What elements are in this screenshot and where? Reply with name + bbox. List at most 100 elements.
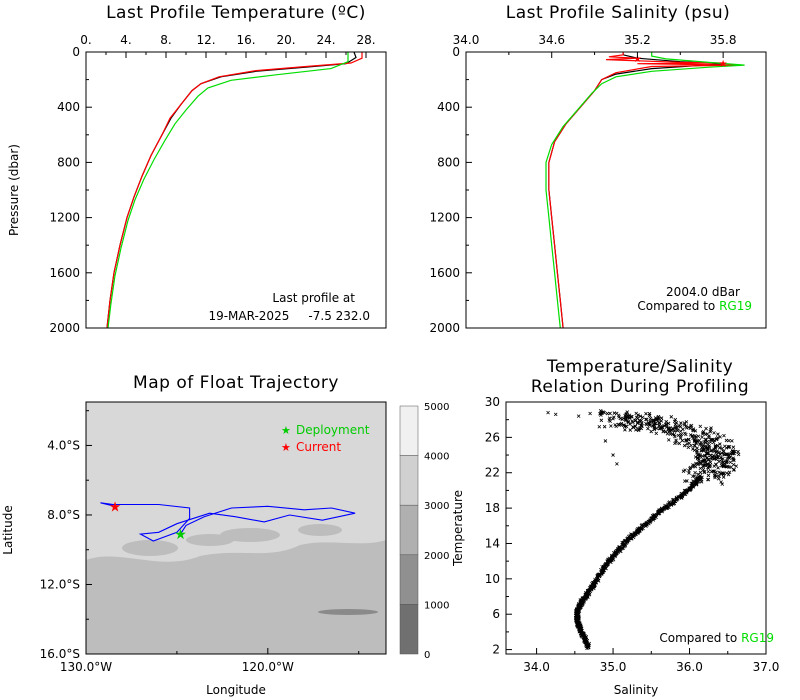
ts-scatter-point [732, 458, 736, 463]
ts-scatter-point [623, 544, 627, 548]
ts-scatter-point [626, 420, 631, 425]
ts-compare-prefix: Compared to [659, 631, 741, 645]
map-legend-label: Current [296, 440, 341, 454]
ts-scatter-point [648, 420, 653, 424]
colorbar-label: 5000 [424, 402, 449, 413]
ts-scatter-point [576, 414, 581, 418]
ts-scatter-point [679, 421, 683, 425]
ts-scatter-point [658, 426, 663, 431]
ts-scatter-point [666, 438, 671, 442]
ts-scatter-point [694, 435, 698, 439]
ts-scatter-point [707, 435, 711, 440]
ts-scatter-point [696, 434, 701, 439]
ts-scatter-point [686, 437, 691, 442]
ts-scatter-point [701, 429, 706, 434]
temperature-ytick-label: 1600 [49, 266, 80, 280]
ts-scatter-point [725, 456, 729, 461]
ts-scatter-point [639, 423, 644, 427]
ts-scatter-point [688, 426, 693, 431]
ts-scatter-point [700, 435, 704, 440]
ts-scatter-point [706, 446, 710, 451]
ts-scatter-point [722, 464, 726, 469]
ts-ytick-label: 2 [492, 643, 500, 657]
ts-compare-ref: RG19 [741, 631, 774, 645]
ts-scatter-point [706, 451, 710, 455]
ts-scatter-point [638, 526, 643, 531]
ts-ytick-label: 30 [485, 395, 500, 409]
ts-scatter-point [710, 437, 714, 442]
colorbar-band [399, 455, 419, 506]
ts-scatter-point [617, 423, 622, 427]
map-bathymetry-patch [122, 540, 178, 556]
temperature-xtick-label: 12. [196, 33, 215, 47]
ts-scatter-point [677, 424, 682, 428]
ts-scatter-point [698, 424, 703, 429]
ts-scatter-point [722, 433, 726, 438]
ts-scatter-point [603, 439, 608, 443]
temperature-xtick-label: 24. [316, 33, 335, 47]
ts-scatter-point [718, 445, 722, 450]
ts-ytick-label: 22 [485, 466, 500, 480]
ts-scatter-point [716, 432, 720, 436]
ts-scatter-point [705, 455, 710, 460]
ts-scatter-point [673, 441, 677, 446]
map-bathymetry-patch [160, 615, 220, 625]
map-bathymetry-patch [220, 528, 280, 542]
ts-scatter-point [720, 482, 725, 486]
salinity-float-marker: ★ [719, 59, 728, 70]
temperature-annotation-1: Last profile at [272, 291, 355, 305]
ts-xtick-label: 35.0 [600, 660, 627, 674]
ts-scatter-point [640, 415, 645, 420]
ts-scatter-point [728, 460, 733, 465]
ts-scatter-point [598, 408, 603, 413]
colorbar-band [399, 405, 419, 456]
ts-scatter-point [691, 474, 695, 479]
ts-scatter-point [715, 452, 719, 457]
ts-scatter-point [731, 462, 736, 467]
ts-scatter-point [617, 546, 622, 550]
ts-scatter-point [734, 464, 739, 468]
ts-scatter-point [702, 469, 707, 474]
ts-scatter-point [644, 417, 648, 422]
ts-scatter-point [721, 456, 725, 461]
ts-scatter-point [644, 417, 649, 422]
map-ytick-label: 16.0°S [40, 647, 80, 661]
ts-scatter-point [618, 416, 623, 421]
ts-scatter-point [713, 473, 717, 477]
ts-scatter-point [637, 426, 642, 430]
ts-scatter-point [701, 459, 706, 464]
salinity-xtick-label: 34.6 [538, 33, 565, 47]
ts-annotation-compare: Compared to RG19 [659, 631, 774, 645]
colorbar-band [399, 604, 419, 655]
ts-scatter-point [698, 470, 703, 475]
ts-scatter-point [649, 429, 654, 434]
ts-scatter-point [713, 445, 718, 449]
temperature-xtick-label: 4. [120, 33, 131, 47]
ts-scatter-point [628, 428, 633, 432]
ts-scatter-point [695, 477, 699, 481]
ts-scatter-point [718, 471, 723, 476]
temperature-plot-area [86, 52, 386, 328]
ts-scatter-point [635, 420, 640, 424]
map-deployment-marker: ★ [174, 527, 187, 543]
ts-title-line1: Temperature/Salinity [546, 357, 733, 377]
ts-scatter-point [685, 442, 690, 446]
map-frame [85, 401, 387, 655]
colorbar-band [399, 554, 419, 605]
temperature-ytick-label: 800 [57, 155, 80, 169]
ts-scatter-point [705, 432, 710, 436]
ts-scatter-point [689, 443, 693, 448]
salinity-ytick-label: 0 [452, 45, 460, 59]
salinity-series-line [548, 52, 738, 329]
ts-scatter-point [597, 424, 602, 429]
ts-scatter-point [706, 477, 711, 482]
colorbar-label: 2000 [424, 551, 449, 562]
ts-plot-area [506, 402, 766, 654]
ts-scatter-point [611, 416, 615, 421]
ts-scatter-point [698, 460, 702, 465]
ts-scatter-point [612, 411, 617, 415]
ts-scatter-point [736, 449, 740, 454]
ts-scatter-point [731, 445, 736, 449]
temperature-ytick-label: 1200 [49, 211, 80, 225]
ts-scatter-point [694, 461, 698, 466]
